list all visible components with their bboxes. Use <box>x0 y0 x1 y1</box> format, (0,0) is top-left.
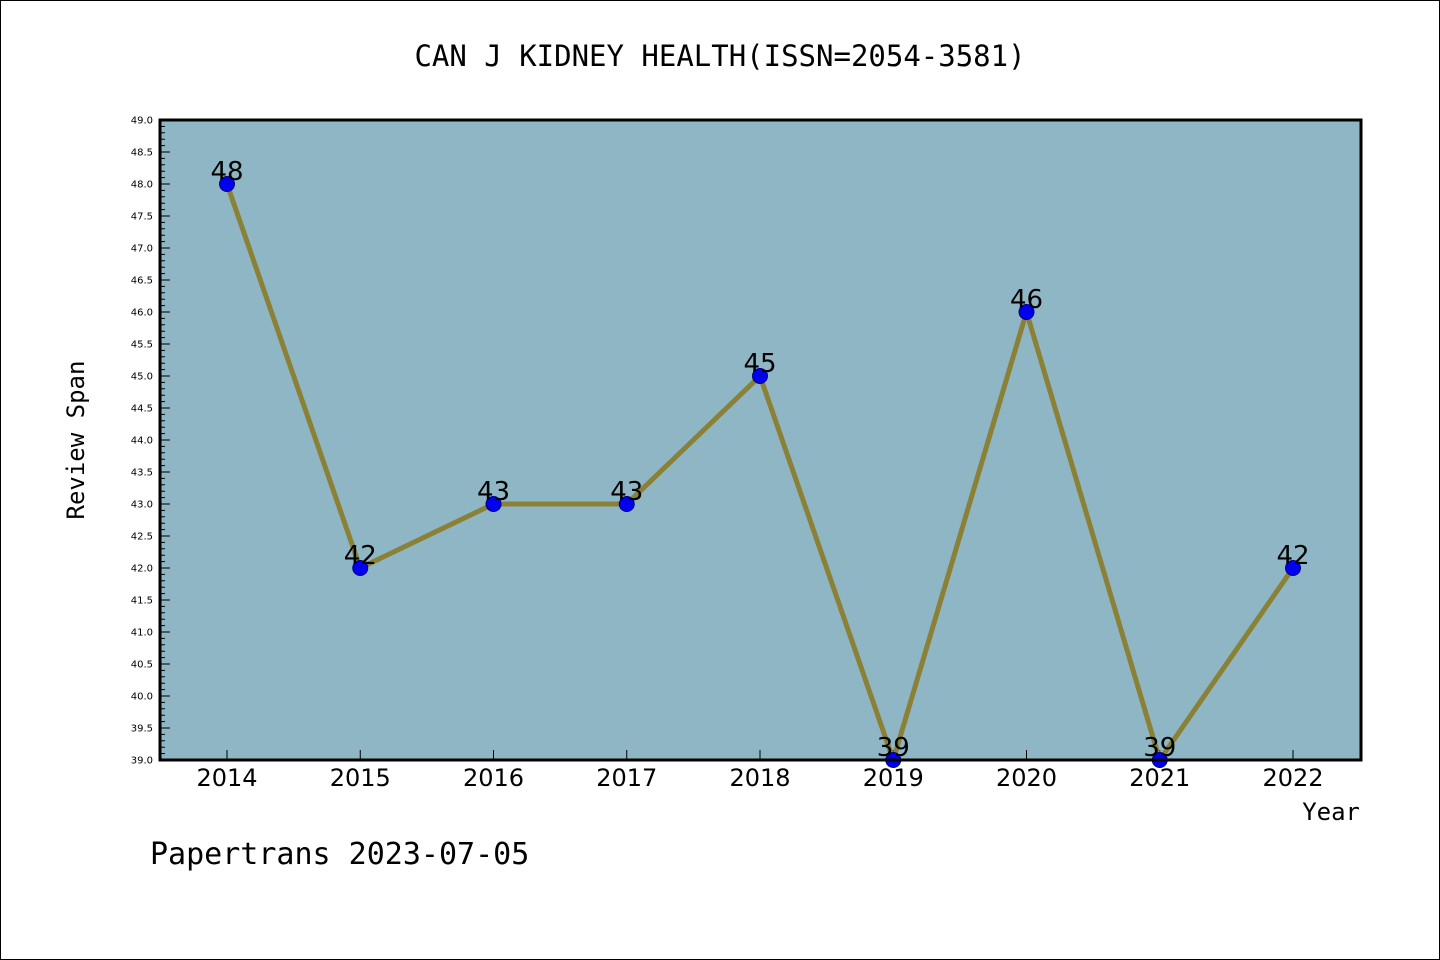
x-tick-label: 2020 <box>996 764 1057 792</box>
data-point <box>752 368 768 384</box>
y-tick-label: 45.0 <box>131 372 153 383</box>
data-labels: 48 42 43 43 45 39 46 39 42 <box>210 157 1309 763</box>
data-point <box>352 560 369 576</box>
data-point <box>618 496 635 512</box>
y-tick-label: 41.5 <box>131 596 153 607</box>
y-tick-label: 44.5 <box>131 404 153 415</box>
x-tick-label: 2019 <box>863 764 924 792</box>
data-point <box>219 176 235 192</box>
y-tick-label: 44.0 <box>131 436 153 447</box>
plot-area <box>160 120 1361 760</box>
x-axis-label: Year <box>1302 798 1360 826</box>
footer-text: Papertrans 2023-07-05 <box>150 837 529 872</box>
data-point <box>485 496 502 512</box>
x-tick-label: 2016 <box>463 764 524 792</box>
y-tick-label: 49.0 <box>131 116 153 127</box>
y-tick-label: 47.0 <box>131 244 153 255</box>
data-point <box>1285 560 1301 576</box>
y-tick-label: 41.0 <box>131 628 153 639</box>
y-tick-label: 43.5 <box>131 468 153 479</box>
data-point <box>1018 304 1035 320</box>
y-tick-label: 47.5 <box>131 212 153 223</box>
y-tick-label: 40.5 <box>131 660 153 671</box>
y-tick-label: 39.5 <box>131 724 153 735</box>
x-axis: 2014 2015 2016 2017 2018 2019 2020 2021 2022 <box>196 750 1324 792</box>
x-tick-label: 2018 <box>729 764 790 792</box>
y-tick-label: 42.0 <box>131 564 153 575</box>
data-label: 43 <box>477 477 510 507</box>
y-tick-label: 48.0 <box>131 180 153 191</box>
y-tick-label: 43.0 <box>131 500 153 511</box>
y-tick-label: 42.5 <box>131 532 153 543</box>
data-label: 42 <box>1276 541 1309 571</box>
x-tick-label: 2017 <box>596 764 657 792</box>
data-label: 42 <box>344 541 377 571</box>
data-label: 39 <box>877 733 910 763</box>
plot-border <box>158 118 1363 762</box>
data-label: 43 <box>610 477 643 507</box>
data-label: 45 <box>743 349 776 379</box>
x-tick-label: 2015 <box>330 764 391 792</box>
y-tick-label: 48.5 <box>131 148 153 159</box>
data-label: 39 <box>1143 733 1176 763</box>
y-tick-label: 46.0 <box>131 308 153 319</box>
y-tick-label: 40.0 <box>131 692 153 703</box>
x-tick-label: 2022 <box>1262 764 1323 792</box>
x-tick-label: 2021 <box>1129 764 1190 792</box>
y-tick-label: 39.0 <box>131 756 153 767</box>
y-axis-label: Review Span <box>62 361 90 520</box>
data-label: 48 <box>210 157 243 187</box>
x-tick-label: 2014 <box>196 764 257 792</box>
y-tick-label: 45.5 <box>131 340 153 351</box>
chart-title: CAN J KIDNEY HEALTH(ISSN=2054-3581) <box>414 39 1025 73</box>
data-label: 46 <box>1010 285 1043 315</box>
y-tick-label: 46.5 <box>131 276 153 287</box>
